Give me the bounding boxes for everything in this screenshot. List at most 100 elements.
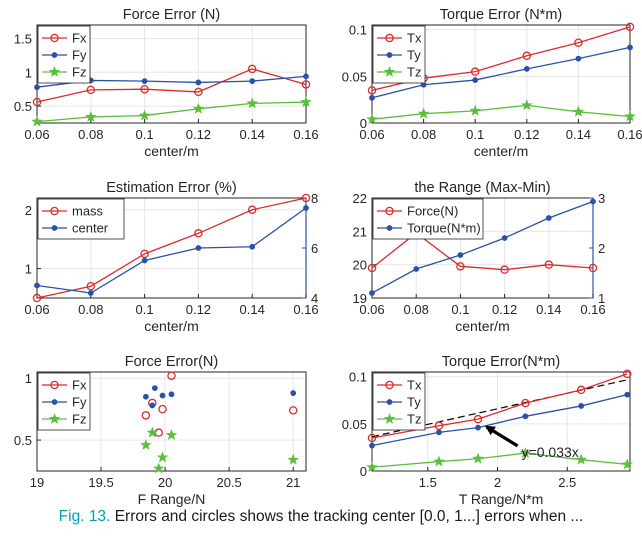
- data-point: [366, 461, 378, 473]
- x-tick-label: 0.16: [293, 302, 318, 317]
- data-point: [158, 404, 167, 414]
- legend-label: Fy: [72, 395, 87, 410]
- data-point: [500, 265, 509, 274]
- chart-panel-4: 0.06 0.08 0.1 0.12 0.14 0.16 19 20 21 22 1 2 3 the Ra…: [353, 180, 606, 334]
- data-point: [156, 451, 169, 463]
- data-point: [470, 67, 480, 76]
- x-tick-label: 0.14: [566, 127, 591, 142]
- series-line: [371, 46, 631, 99]
- data-point: [369, 442, 375, 449]
- y-tick-label: 22: [353, 191, 367, 206]
- legend-marker: [385, 206, 394, 216]
- data-point: [367, 433, 377, 443]
- data-point: [32, 293, 42, 303]
- data-point: [521, 398, 530, 408]
- x-tick-label: 0.06: [24, 127, 49, 142]
- data-point: [249, 78, 256, 84]
- data-point: [369, 290, 375, 296]
- y2-tick-label: 6: [311, 241, 318, 256]
- legend-label: Tz: [407, 412, 421, 427]
- legend-label: Fx: [72, 378, 87, 393]
- x-tick-label: 0.08: [411, 127, 436, 142]
- data-point: [138, 109, 151, 121]
- data-point: [625, 22, 635, 32]
- data-point: [194, 229, 203, 238]
- data-point: [159, 392, 166, 399]
- legend-marker: [386, 52, 393, 58]
- data-point: [521, 99, 533, 111]
- data-point: [246, 97, 258, 109]
- series-Torque(N*m): [369, 198, 596, 296]
- data-point: [303, 73, 309, 80]
- legend-label: Torque(N*m): [407, 221, 481, 236]
- series-Ty: [369, 391, 631, 449]
- y-tick-label: 1: [25, 371, 32, 386]
- legend: Fx Fy Fz: [37, 25, 91, 84]
- data-point: [142, 393, 149, 400]
- data-point: [622, 369, 632, 379]
- legend-marker: [50, 380, 59, 390]
- series-line: [36, 197, 307, 299]
- series-Ty: [369, 44, 633, 101]
- data-point: [300, 95, 312, 107]
- legend: Tx Ty Tz: [372, 25, 426, 84]
- legend-label: Fz: [72, 412, 86, 427]
- data-point: [141, 257, 148, 264]
- data-point: [34, 282, 40, 289]
- data-point: [574, 38, 583, 47]
- data-point: [85, 110, 97, 122]
- x-tick-label: 2: [494, 475, 501, 490]
- data-point: [413, 266, 420, 272]
- legend-label: Ty: [407, 48, 421, 63]
- y-tick-label: 0.05: [342, 69, 367, 84]
- data-point: [149, 402, 156, 409]
- annotation-arrow: [484, 425, 519, 448]
- x-tick-label: 0.16: [293, 127, 318, 142]
- data-point: [140, 84, 149, 94]
- legend-box: [37, 198, 125, 240]
- data-point: [301, 193, 311, 203]
- legend-marker: [50, 33, 59, 43]
- chart-title: Force Error (N): [123, 7, 220, 23]
- y-tick-label: 0: [360, 464, 367, 479]
- series-Tz: [366, 447, 633, 473]
- series-Fy: [142, 385, 297, 409]
- y2-tick-label: 4: [311, 291, 318, 306]
- series-Fz: [140, 426, 299, 474]
- series-line: [36, 207, 307, 294]
- data-point: [624, 391, 631, 398]
- chart-title: the Range (Max-Min): [414, 180, 550, 196]
- series-line: [371, 373, 628, 439]
- axes-frame: [371, 371, 631, 472]
- data-point: [152, 462, 165, 474]
- legend-label: Tz: [407, 65, 421, 80]
- series-line: [371, 200, 594, 294]
- data-point: [290, 390, 297, 396]
- legend-marker: [385, 33, 394, 43]
- legend-label: Force(N): [407, 204, 458, 219]
- data-point: [456, 262, 465, 271]
- chart-panel-2: 0.06 0.08 0.1 0.12 0.14 0.16 0 0.05 0.1 Torque Er…: [342, 7, 642, 159]
- data-point: [369, 94, 375, 101]
- data-point: [501, 235, 508, 241]
- series-Fz: [31, 95, 312, 127]
- x-tick-label: 0.16: [617, 127, 642, 142]
- legend-label: Tx: [407, 31, 422, 46]
- x-tick-label: 2.5: [558, 475, 576, 490]
- x-tick-label: 1.5: [419, 475, 437, 490]
- data-point: [473, 414, 483, 424]
- chart-title: Torque Error(N*m): [442, 354, 560, 370]
- legend-marker: [50, 206, 59, 216]
- x-tick-label: 0.12: [514, 127, 539, 142]
- y-tick-label: 20: [353, 258, 367, 273]
- legend-label: Fy: [72, 48, 87, 63]
- legend-label: Ty: [407, 395, 421, 410]
- data-point: [141, 78, 148, 84]
- legend-label: center: [72, 221, 109, 236]
- chart-title: Estimation Error (%): [106, 180, 237, 196]
- legend: mass center: [37, 198, 125, 240]
- data-point: [523, 65, 530, 72]
- data-point: [469, 104, 481, 116]
- x-axis-label: center/m: [144, 318, 198, 334]
- x-tick-label: 0.14: [536, 302, 561, 317]
